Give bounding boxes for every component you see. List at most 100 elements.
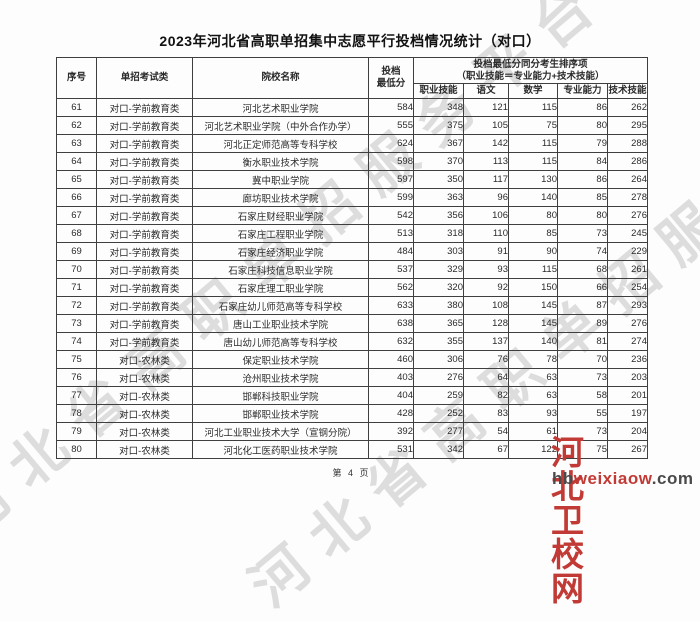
- cell-math: 85: [508, 224, 558, 243]
- cell-school: 廊坊职业技术学院: [192, 188, 369, 207]
- cell-chinese: 64: [463, 368, 509, 387]
- cell-min: 624: [368, 134, 414, 153]
- cell-tech: 203: [607, 368, 648, 387]
- cell-min: 537: [368, 260, 414, 279]
- cell-school: 唐山幼儿师范高等专科学校: [192, 332, 369, 351]
- cell-tech: 262: [607, 98, 648, 117]
- cell-tech: 261: [607, 260, 648, 279]
- table-row: 79 对口-农林类 河北工业职业技术大学（宣钢分院） 392 277 54 61 73 204: [56, 422, 648, 441]
- cell-ability: 73: [557, 368, 608, 387]
- cell-tech: 293: [607, 296, 648, 315]
- cell-math: 90: [508, 242, 558, 261]
- header-school-name: 院校名称: [192, 57, 369, 99]
- cell-no: 61: [56, 98, 97, 117]
- cell-math: 115: [508, 134, 558, 153]
- cell-ability: 81: [557, 332, 608, 351]
- cell-ability: 79: [557, 134, 608, 153]
- cell-category: 对口-学前教育类: [96, 242, 193, 261]
- cell-skill: 363: [413, 188, 464, 207]
- cell-skill: 259: [413, 386, 464, 405]
- cell-no: 73: [56, 314, 97, 333]
- cell-no: 63: [56, 134, 97, 153]
- cell-min: 584: [368, 98, 414, 117]
- cell-min: 638: [368, 314, 414, 333]
- cell-min: 599: [368, 188, 414, 207]
- cell-math: 145: [508, 314, 558, 333]
- cell-category: 对口-农林类: [96, 386, 193, 405]
- table-row: 64 对口-学前教育类 衡水职业技术学院 598 370 113 115 84 286: [56, 152, 648, 171]
- table-body: 61 对口-学前教育类 河北艺术职业学院 584 348 121 115 86 262 62 对口-…: [56, 98, 648, 459]
- cell-school: 冀中职业学院: [192, 170, 369, 189]
- cell-no: 72: [56, 296, 97, 315]
- cell-school: 河北艺术职业学院: [192, 98, 369, 117]
- cell-tech: 236: [607, 350, 648, 369]
- cell-ability: 55: [557, 404, 608, 423]
- cell-ability: 75: [557, 440, 608, 459]
- table-row: 66 对口-学前教育类 廊坊职业技术学院 599 363 96 140 85 278: [56, 188, 648, 207]
- cell-math: 75: [508, 116, 558, 135]
- cell-chinese: 82: [463, 386, 509, 405]
- cell-math: 78: [508, 350, 558, 369]
- header-exam-category: 单招考试类: [96, 57, 193, 99]
- table-row: 68 对口-学前教育类 石家庄工程职业学院 513 318 110 85 73 245: [56, 224, 648, 243]
- cell-chinese: 92: [463, 278, 509, 297]
- table-row: 62 对口-学前教育类 河北艺术职业学院（中外合作办学） 555 375 105 75 80 2…: [56, 116, 648, 135]
- header-chinese: 语文: [463, 83, 509, 99]
- cell-no: 66: [56, 188, 97, 207]
- cell-chinese: 96: [463, 188, 509, 207]
- cell-school: 河北化工医药职业技术学院: [192, 440, 369, 459]
- cell-min: 597: [368, 170, 414, 189]
- cell-tech: 245: [607, 224, 648, 243]
- cell-min: 531: [368, 440, 414, 459]
- table-row: 76 对口-农林类 沧州职业技术学院 403 276 64 63 73 203: [56, 368, 648, 387]
- cell-ability: 85: [557, 188, 608, 207]
- header-tiebreak-group: 投档最低分同分考生排序项 （职业技能＝专业能力+技术技能）: [413, 57, 648, 84]
- cell-min: 633: [368, 296, 414, 315]
- cell-category: 对口-学前教育类: [96, 152, 193, 171]
- cell-no: 74: [56, 332, 97, 351]
- header-technical-skill: 技术技能: [607, 83, 648, 99]
- header-math: 数学: [508, 83, 558, 99]
- cell-min: 562: [368, 278, 414, 297]
- cell-category: 对口-农林类: [96, 350, 193, 369]
- cell-chinese: 91: [463, 242, 509, 261]
- cell-math: 80: [508, 206, 558, 225]
- cell-no: 69: [56, 242, 97, 261]
- cell-category: 对口-农林类: [96, 368, 193, 387]
- header-serial: 序号: [56, 57, 97, 99]
- cell-no: 76: [56, 368, 97, 387]
- cell-category: 对口-学前教育类: [96, 224, 193, 243]
- cell-math: 63: [508, 368, 558, 387]
- cell-chinese: 121: [463, 98, 509, 117]
- cell-skill: 380: [413, 296, 464, 315]
- cell-school: 石家庄工程职业学院: [192, 224, 369, 243]
- cell-tech: 276: [607, 206, 648, 225]
- cell-min: 542: [368, 206, 414, 225]
- cell-chinese: 113: [463, 152, 509, 171]
- cell-no: 78: [56, 404, 97, 423]
- header-professional-ability: 专业能力: [557, 83, 608, 99]
- cell-min: 428: [368, 404, 414, 423]
- cell-school: 唐山工业职业技术学院: [192, 314, 369, 333]
- cell-min: 598: [368, 152, 414, 171]
- cell-skill: 342: [413, 440, 464, 459]
- table-row: 67 对口-学前教育类 石家庄财经职业学院 542 356 106 80 80 276: [56, 206, 648, 225]
- cell-category: 对口-学前教育类: [96, 260, 193, 279]
- cell-ability: 80: [557, 206, 608, 225]
- cell-math: 63: [508, 386, 558, 405]
- cell-no: 79: [56, 422, 97, 441]
- cell-no: 77: [56, 386, 97, 405]
- cell-tech: 229: [607, 242, 648, 261]
- cell-chinese: 67: [463, 440, 509, 459]
- cell-school: 石家庄财经职业学院: [192, 206, 369, 225]
- cell-skill: 318: [413, 224, 464, 243]
- cell-category: 对口-学前教育类: [96, 134, 193, 153]
- cell-min: 632: [368, 332, 414, 351]
- cell-ability: 89: [557, 314, 608, 333]
- header-min-score: 投档 最低分: [368, 57, 414, 99]
- cell-skill: 320: [413, 278, 464, 297]
- table-row: 63 对口-学前教育类 河北正定师范高等专科学校 624 367 142 115 79 288: [56, 134, 648, 153]
- cell-math: 122: [508, 440, 558, 459]
- cell-category: 对口-学前教育类: [96, 332, 193, 351]
- cell-chinese: 128: [463, 314, 509, 333]
